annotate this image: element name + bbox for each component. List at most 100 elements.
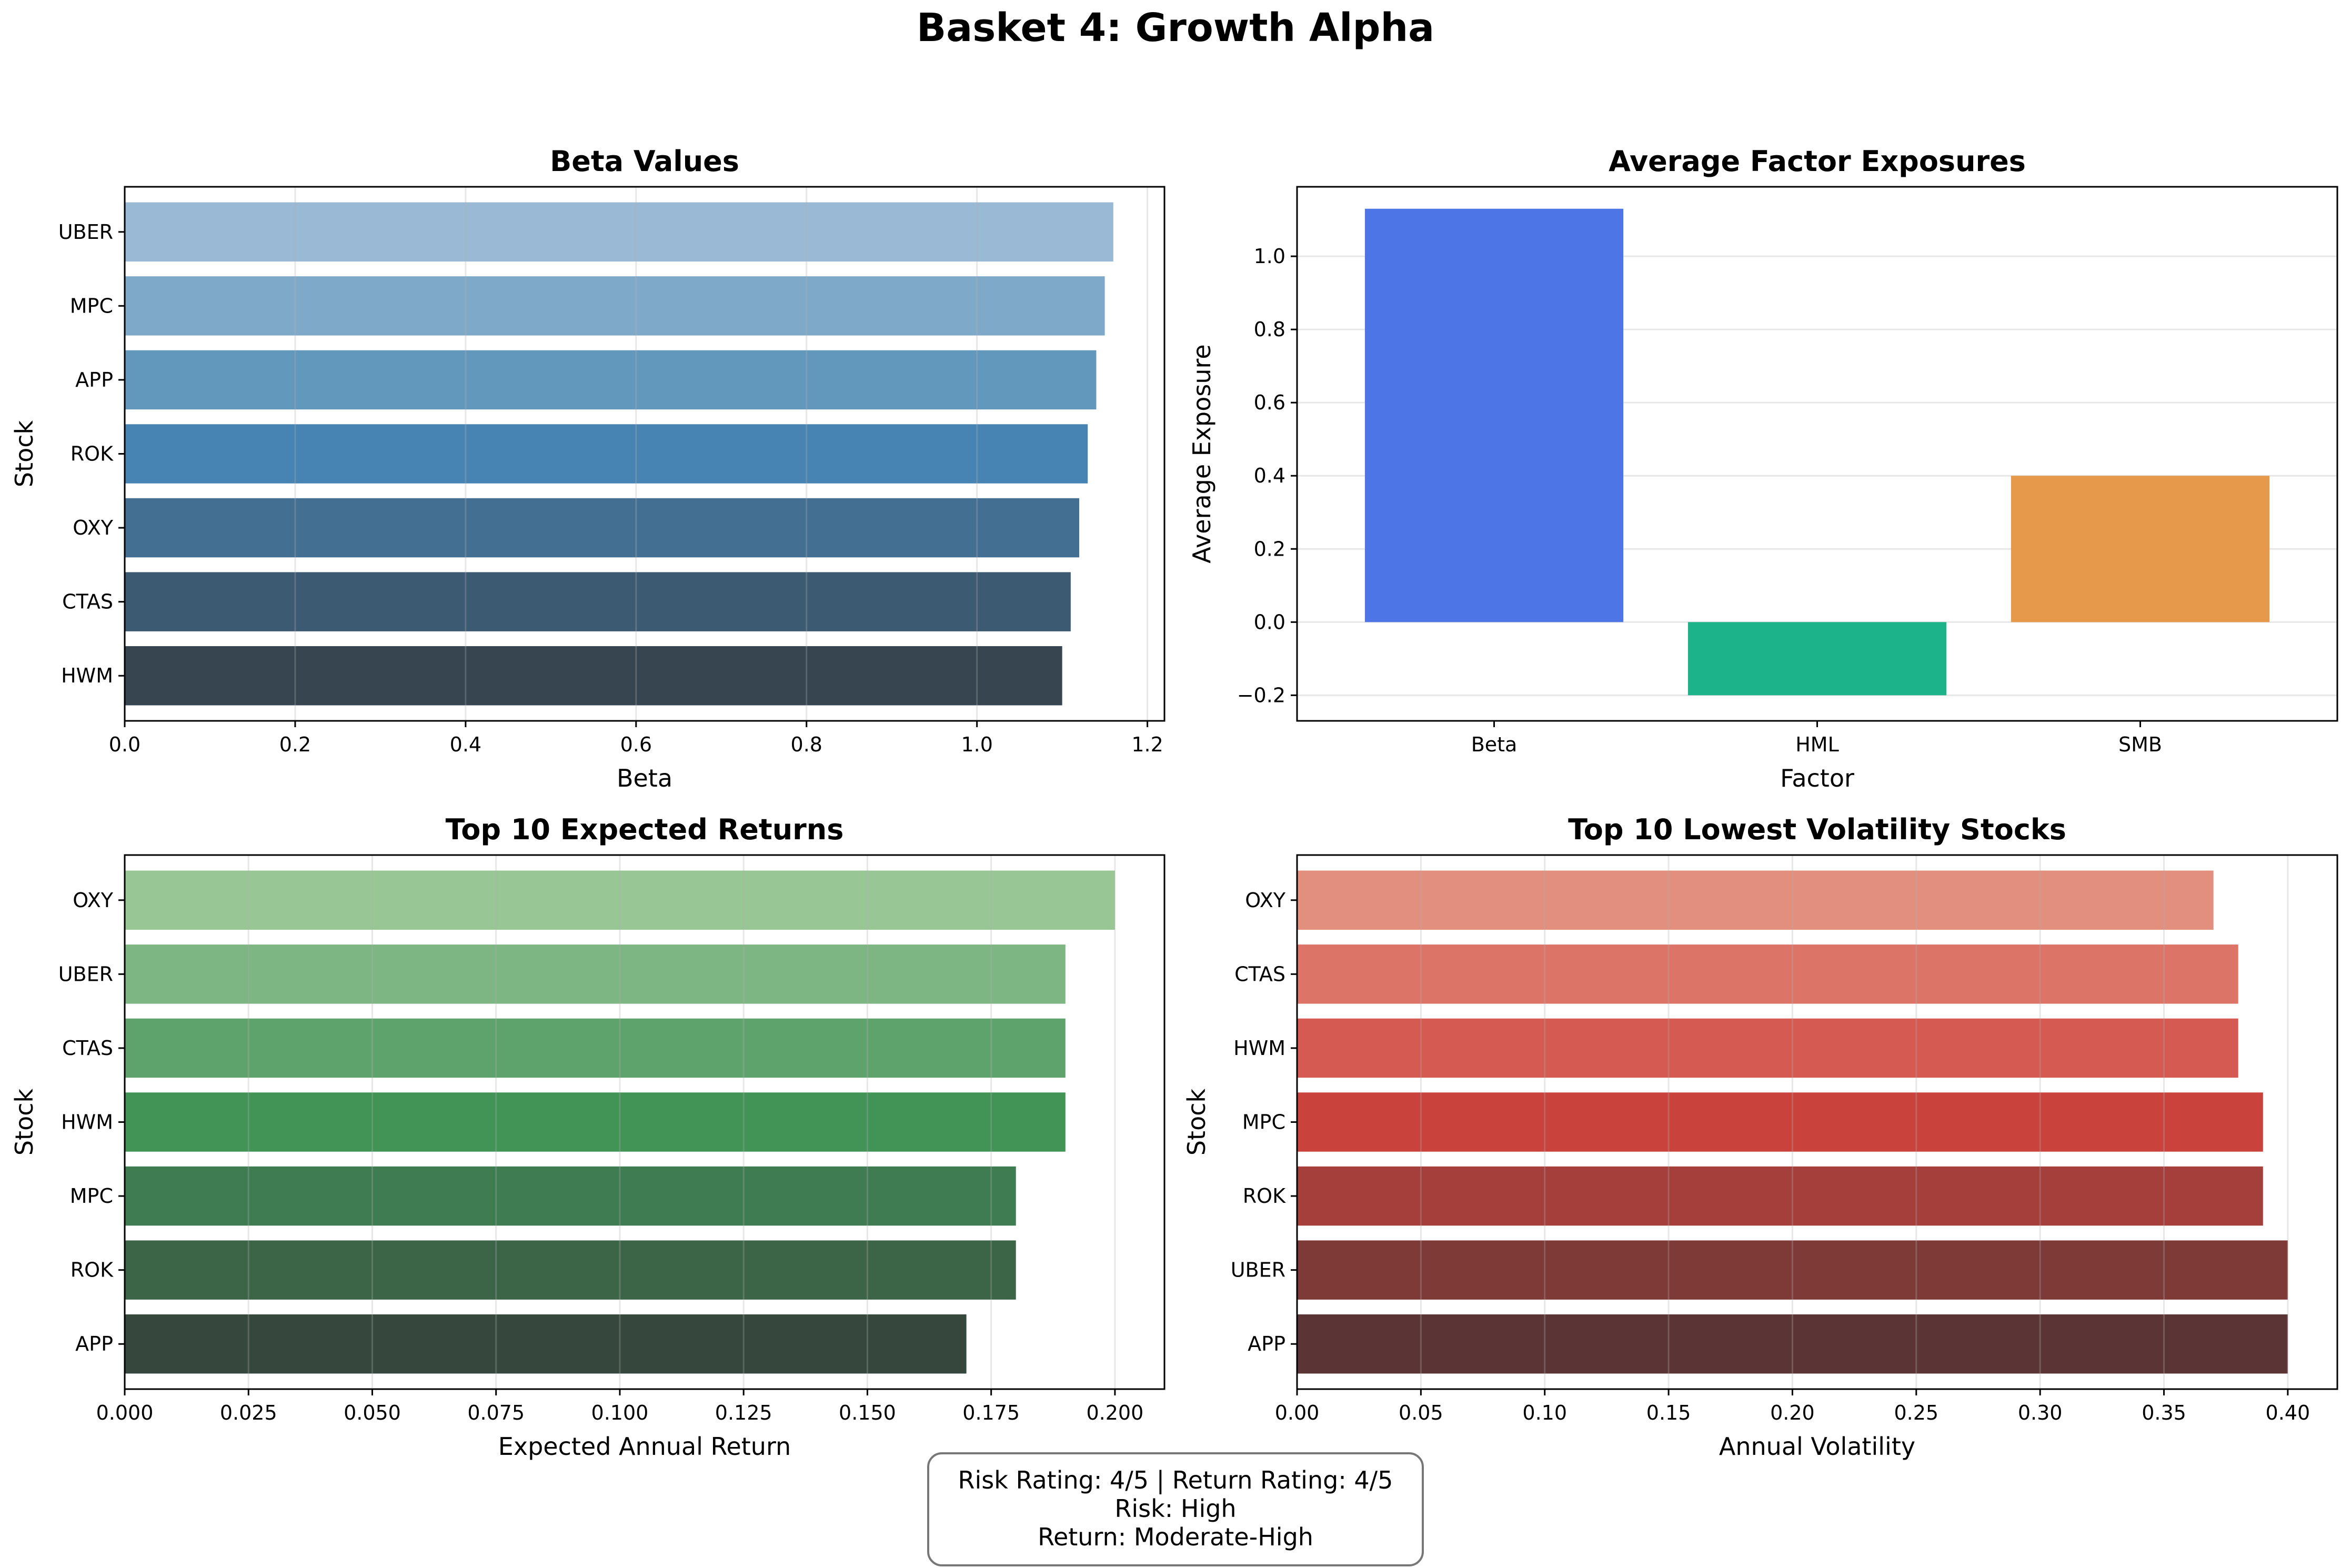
- factor-title: Average Factor Exposures: [1609, 145, 2026, 178]
- returns-xtick-label: 0.200: [1087, 1401, 1144, 1424]
- returns-xtick-label: 0.025: [220, 1401, 277, 1424]
- beta-bar: [125, 276, 1105, 336]
- beta-bar: [125, 646, 1062, 706]
- volatility-ytick-label: HWM: [1233, 1037, 1285, 1060]
- factor-xtick-label: SMB: [2118, 733, 2162, 756]
- factor-bar: [1364, 208, 1624, 622]
- factor-ylabel: Average Exposure: [1188, 344, 1216, 563]
- returns-xlabel: Expected Annual Return: [498, 1432, 791, 1461]
- returns-ytick-label: UBER: [58, 962, 113, 986]
- beta-bar: [125, 202, 1113, 262]
- volatility-xtick-label: 0.30: [2018, 1401, 2063, 1424]
- returns-ytick-label: OXY: [73, 889, 114, 912]
- returns-xtick-label: 0.000: [96, 1401, 154, 1424]
- volatility-bar: [1297, 1092, 2263, 1152]
- returns-title: Top 10 Expected Returns: [446, 813, 844, 846]
- returns-xtick-label: 0.150: [839, 1401, 896, 1424]
- factor-ytick-label: 0.8: [1254, 318, 1285, 341]
- returns-xtick-label: 0.075: [467, 1401, 525, 1424]
- return-line: Return: Moderate-High: [1038, 1523, 1313, 1551]
- beta-xtick-label: 0.0: [109, 733, 140, 756]
- factor-bar: [1687, 622, 1947, 696]
- returns-bar: [125, 870, 1115, 930]
- volatility-bar: [1297, 1166, 2263, 1226]
- factor-ytick-label: 0.2: [1254, 537, 1285, 560]
- returns-bar: [125, 1240, 1016, 1300]
- beta-bar: [125, 572, 1071, 631]
- beta-bar: [125, 424, 1088, 484]
- beta-xtick-label: 0.8: [791, 733, 822, 756]
- volatility-ytick-label: OXY: [1245, 889, 1286, 912]
- beta-bar: [125, 498, 1080, 558]
- returns-bar: [125, 1092, 1066, 1152]
- returns-ytick-label: ROK: [71, 1259, 114, 1282]
- volatility-xtick-label: 0.20: [1770, 1401, 1815, 1424]
- rating-line: Risk Rating: 4/5 | Return Rating: 4/5: [958, 1466, 1393, 1494]
- factor-chart: −0.2 0.0 0.2 0.4 0.6 0.8 1.0 Beta HML SMB Average …: [1188, 145, 2338, 792]
- figure-title: Basket 4: Growth Alpha: [916, 5, 1435, 51]
- returns-xtick-label: 0.175: [962, 1401, 1020, 1424]
- beta-ylabel: Stock: [10, 420, 38, 487]
- volatility-xtick-label: 0.40: [2266, 1401, 2310, 1424]
- returns-ytick-label: APP: [75, 1332, 113, 1355]
- returns-bar: [125, 1314, 967, 1374]
- volatility-xtick-label: 0.25: [1894, 1401, 1938, 1424]
- returns-ytick-label: MPC: [70, 1184, 113, 1208]
- beta-xtick-label: 0.4: [450, 733, 481, 756]
- volatility-bar: [1297, 1240, 2288, 1300]
- rating-info-box: Risk Rating: 4/5 | Return Rating: 4/5 Ri…: [927, 1452, 1424, 1566]
- beta-axes-frame: [124, 186, 1166, 722]
- beta-ytick-label: UBER: [58, 220, 113, 244]
- beta-xtick-label: 1.0: [961, 733, 992, 756]
- beta-xtick-label: 0.2: [279, 733, 311, 756]
- volatility-title: Top 10 Lowest Volatility Stocks: [1568, 813, 2066, 846]
- volatility-xtick-label: 0.05: [1399, 1401, 1443, 1424]
- volatility-xtick-label: 0.00: [1275, 1401, 1320, 1424]
- returns-bar: [125, 944, 1066, 1004]
- beta-ytick-label: APP: [75, 368, 113, 391]
- volatility-ytick-label: UBER: [1231, 1259, 1285, 1282]
- returns-bar: [125, 1018, 1066, 1078]
- volatility-bar: [1297, 870, 2214, 930]
- beta-xlabel: Beta: [617, 764, 672, 792]
- factor-bar: [2011, 476, 2270, 622]
- factor-ytick-label: −0.2: [1237, 684, 1285, 707]
- volatility-bar: [1297, 944, 2238, 1004]
- beta-ytick-label: OXY: [73, 516, 114, 539]
- beta-ytick-label: MPC: [70, 294, 113, 317]
- volatility-xtick-label: 0.15: [1646, 1401, 1691, 1424]
- volatility-ylabel: Stock: [1182, 1088, 1211, 1155]
- returns-ylabel: Stock: [10, 1088, 38, 1155]
- beta-ytick-label: ROK: [71, 443, 114, 466]
- beta-title: Beta Values: [550, 145, 739, 178]
- returns-axes-frame: [124, 854, 1166, 1390]
- factor-ytick-label: 0.4: [1254, 464, 1285, 487]
- risk-line: Risk: High: [1114, 1494, 1237, 1523]
- beta-xtick-label: 0.6: [620, 733, 652, 756]
- volatility-ytick-label: ROK: [1243, 1184, 1286, 1208]
- volatility-bar: [1297, 1314, 2288, 1374]
- factor-ytick-label: 0.6: [1254, 391, 1285, 414]
- returns-xtick-label: 0.050: [344, 1401, 401, 1424]
- factor-axes-frame: [1296, 186, 2338, 722]
- volatility-chart: OXY CTAS HWM MPC ROK UBER APP 0.00 0.05 0.10 0.15 0…: [1182, 813, 2338, 1461]
- beta-bar: [125, 350, 1097, 410]
- volatility-xtick-label: 0.10: [1522, 1401, 1567, 1424]
- returns-xtick-label: 0.125: [715, 1401, 772, 1424]
- factor-ytick-label: 0.0: [1254, 610, 1285, 634]
- volatility-xlabel: Annual Volatility: [1719, 1432, 1915, 1461]
- factor-xtick-label: Beta: [1471, 733, 1518, 756]
- returns-ytick-label: HWM: [61, 1111, 113, 1134]
- volatility-ytick-label: MPC: [1242, 1111, 1285, 1134]
- beta-ytick-label: CTAS: [62, 590, 113, 614]
- factor-xtick-label: HML: [1795, 733, 1839, 756]
- volatility-ytick-label: APP: [1248, 1332, 1285, 1355]
- returns-bar: [125, 1166, 1016, 1226]
- factor-xlabel: Factor: [1780, 764, 1854, 792]
- volatility-xtick-label: 0.35: [2142, 1401, 2186, 1424]
- beta-chart: UBER MPC APP ROK OXY CTAS HWM 0.0 0.2 0.4 0.6 0.8 1.…: [10, 145, 1166, 792]
- returns-ytick-label: CTAS: [62, 1037, 113, 1060]
- volatility-ytick-label: CTAS: [1234, 962, 1285, 986]
